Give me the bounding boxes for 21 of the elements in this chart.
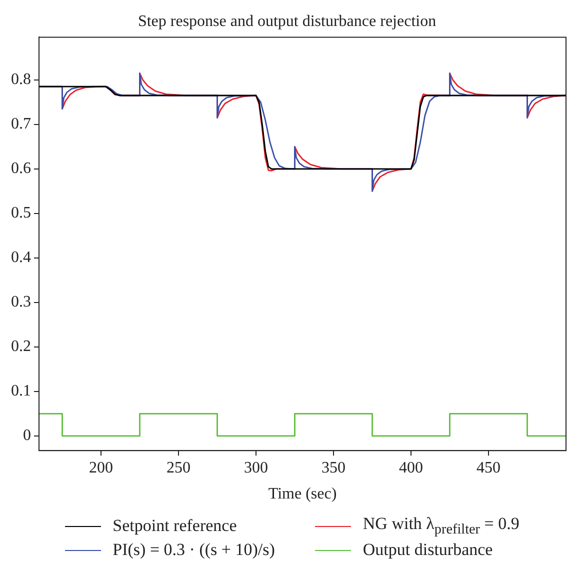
legend-label: NG with λ$_{prefilter}$ = 0.9 — [362, 514, 520, 538]
y-tick-label: 0.6 — [11, 160, 31, 178]
x-tick-label: 450 — [476, 459, 500, 476]
legend-label: Output disturbance — [362, 540, 493, 560]
x-tick-label: 250 — [166, 459, 190, 476]
y-tick-label: 0 — [23, 427, 31, 444]
x-tick-label: 200 — [89, 459, 113, 476]
y-tick-label: 0.8 — [11, 71, 31, 88]
y-tick-label: 0.1 — [11, 382, 31, 400]
y-tick-label: 0.7 — [11, 116, 31, 133]
x-axis-title: Time (sec) — [268, 486, 337, 503]
y-tick-label: 0.2 — [11, 338, 31, 356]
y-tick-label: 0.5 — [11, 204, 31, 222]
legend-label: PI(s) = 0.3 · ((s + 10)/s) — [112, 540, 275, 560]
x-tick-label: 400 — [399, 459, 423, 476]
y-tick-label: 0.4 — [11, 249, 31, 266]
chart-title: Step response and output disturbance rejection — [138, 12, 436, 30]
legend-label: Setpoint reference — [112, 516, 237, 536]
x-tick-label: 300 — [244, 459, 268, 476]
y-tick-label: 0.3 — [11, 294, 31, 311]
x-tick-label: 350 — [322, 459, 346, 476]
